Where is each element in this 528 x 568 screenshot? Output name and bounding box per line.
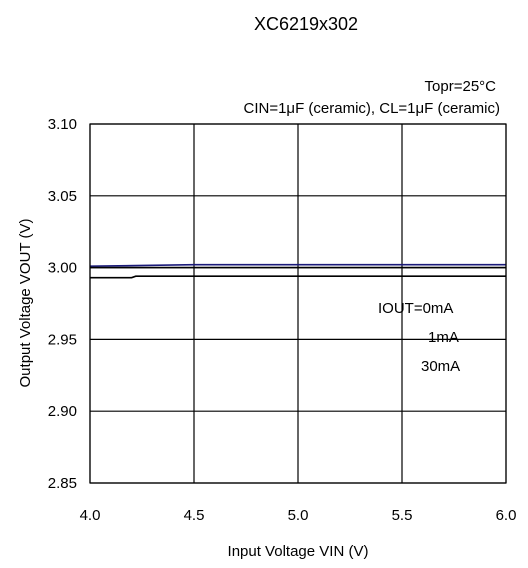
y-tick-label-3: 3.00 bbox=[48, 260, 77, 277]
x-axis-title: Input Voltage VIN (V) bbox=[228, 543, 369, 560]
x-tick-label-2: 5.0 bbox=[288, 507, 309, 524]
legend-annotation-1ma: 1mA bbox=[428, 329, 459, 346]
x-tick-label-3: 5.5 bbox=[392, 507, 413, 524]
legend-annotation-30ma: 30mA bbox=[421, 358, 460, 375]
plot-frame bbox=[89, 123, 507, 484]
capacitor-condition: CIN=1μF (ceramic), CL=1μF (ceramic) bbox=[244, 100, 501, 117]
x-tick-label-4: 6.0 bbox=[496, 507, 517, 524]
y-tick-labels: 2.85 2.90 2.95 3.00 3.05 3.10 bbox=[48, 116, 77, 492]
y-tick-label-1: 2.90 bbox=[48, 403, 77, 420]
series-line-2 bbox=[90, 275, 506, 279]
x-tick-label-1: 4.5 bbox=[184, 507, 205, 524]
series-group bbox=[89, 263, 506, 279]
temperature-condition: Topr=25°C bbox=[425, 78, 497, 95]
legend-annotation-0ma: IOUT=0mA bbox=[378, 300, 453, 317]
y-tick-label-5: 3.10 bbox=[48, 116, 77, 133]
y-tick-label-2: 2.95 bbox=[48, 331, 77, 348]
y-tick-label-4: 3.05 bbox=[48, 188, 77, 205]
y-tick-label-0: 2.85 bbox=[48, 475, 77, 492]
chart-title: XC6219x302 bbox=[254, 14, 358, 34]
x-tick-labels: 4.0 4.5 5.0 5.5 6.0 bbox=[80, 507, 517, 524]
x-tick-label-0: 4.0 bbox=[80, 507, 101, 524]
y-axis-title: Output Voltage VOUT (V) bbox=[17, 219, 34, 388]
series-line-0 bbox=[89, 263, 506, 267]
